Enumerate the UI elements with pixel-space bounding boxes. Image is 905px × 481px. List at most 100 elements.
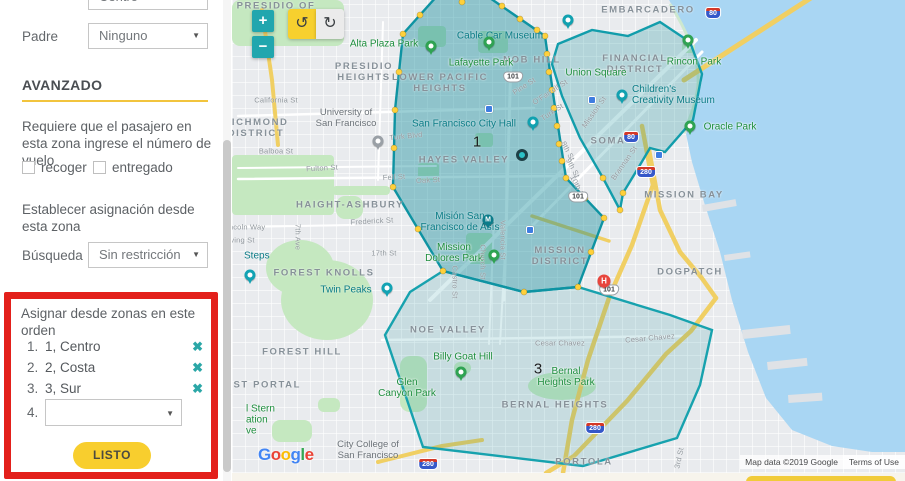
map-label: Billy Goat Hill <box>433 351 493 363</box>
zone-vertex-handle[interactable] <box>587 248 595 256</box>
redo-button[interactable]: ↻ <box>316 9 344 39</box>
zone-order-empty-row: 4. ▼ <box>21 399 211 427</box>
footer-button-partial[interactable] <box>746 476 896 481</box>
zone-vertex-handle[interactable] <box>619 189 627 197</box>
map-label: Children's Creativity Museum <box>632 84 715 106</box>
zone-vertex-handle[interactable] <box>600 214 608 222</box>
page-footer <box>232 473 905 481</box>
zone-vertex-handle[interactable] <box>562 174 570 182</box>
zone-vertex-handle[interactable] <box>416 11 424 19</box>
map-label: NOE VALLEY <box>410 324 486 336</box>
map-label: NOB HILL <box>503 54 561 66</box>
map-label: Alta Plaza Park <box>349 38 419 50</box>
teal-pin-icon <box>562 14 574 26</box>
zone-polygon-costa[interactable] <box>550 20 704 214</box>
undo-button[interactable]: ↺ <box>288 9 316 39</box>
padre-select[interactable]: Ninguno ▼ <box>88 23 208 49</box>
zones-layer[interactable] <box>232 0 905 473</box>
zone-vertex-handle[interactable] <box>395 68 403 76</box>
zone-vertex-handle[interactable] <box>574 283 582 291</box>
map-label: City College of San Francisco <box>337 439 399 461</box>
zone-vertex-handle[interactable] <box>548 86 556 94</box>
zone-vertex-handle[interactable] <box>391 106 399 114</box>
map-label: Church St <box>478 244 488 280</box>
zone-vertex-handle[interactable] <box>541 32 549 40</box>
busqueda-select[interactable]: Sin restricción ▼ <box>88 242 208 268</box>
listo-button[interactable]: LISTO <box>73 442 151 469</box>
map-label: Turk St <box>538 101 566 123</box>
transit-pin-icon <box>485 105 493 113</box>
camera-pin-icon <box>381 282 393 294</box>
zoom-in-button[interactable]: + <box>252 10 274 32</box>
map-label: O'Farrell St <box>530 77 570 107</box>
map-label: FINANCIAL DISTRICT <box>602 53 668 75</box>
map-label: Bernal Heights Park <box>537 366 595 388</box>
add-zone-select[interactable]: ▼ <box>45 399 182 426</box>
map-label: 9th St <box>564 156 582 180</box>
zone-vertex-handle[interactable] <box>389 183 397 191</box>
zone-vertex-handle[interactable] <box>553 122 561 130</box>
zone-vertex-handle[interactable] <box>439 267 447 275</box>
highway-shield: 280 <box>636 166 656 178</box>
zone-vertex-handle[interactable] <box>516 15 524 23</box>
map-label: 3rd St <box>672 446 686 470</box>
zone-vertex-handle[interactable] <box>545 68 553 76</box>
zone-vertex-handle[interactable] <box>550 104 558 112</box>
chevron-down-icon: ▼ <box>192 250 200 259</box>
map-label: PORTOLA <box>555 456 613 468</box>
checkbox-entregado-label: entregado <box>112 160 173 175</box>
green-pin-icon <box>684 120 696 132</box>
map-label: BERNAL HEIGHTS <box>501 399 609 411</box>
map-label: MISSION DISTRICT <box>531 245 589 267</box>
zone-vertex-handle[interactable] <box>558 157 566 165</box>
checkbox-icon[interactable] <box>22 161 35 174</box>
map-label: l Stern ation ve <box>246 403 275 437</box>
zoom-out-button[interactable]: − <box>252 36 274 58</box>
map-attribution: Map data ©2019 Google Terms of Use <box>740 455 905 469</box>
map-label: Cesar Chavez <box>535 338 585 348</box>
nombre-input[interactable]: Centro <box>88 0 208 10</box>
checkbox-icon[interactable] <box>93 161 106 174</box>
chevron-down-icon: ▼ <box>192 31 200 40</box>
map-label: Cesar Chavez <box>624 331 676 345</box>
zone-center-pin-icon[interactable] <box>516 149 528 161</box>
gray-pin-icon <box>372 135 384 147</box>
checkbox-recoger[interactable]: recoger <box>22 160 87 175</box>
zone-vertex-handle[interactable] <box>555 140 563 148</box>
zone-vertex-handle[interactable] <box>399 30 407 38</box>
assign-from-zone-text: Establecer asignación desde esta zona <box>22 202 195 234</box>
terms-of-use-link[interactable]: Terms of Use <box>842 455 905 469</box>
map-label: Mission Dolores Park <box>425 242 483 264</box>
map-canvas[interactable]: PRESIDIO OF EMBARCADERO NOB HILL FINANCIAL … <box>232 0 905 473</box>
row-zone-name: 1, Centro <box>45 339 101 354</box>
row-number: 1. <box>27 339 39 354</box>
map-label: Turk Blvd <box>389 129 423 143</box>
google-logo[interactable]: Google <box>258 445 314 464</box>
sidebar-scrollbar-thumb[interactable] <box>223 140 231 472</box>
teal-pin-icon <box>616 89 628 101</box>
highway-shield: 101 <box>503 71 523 83</box>
map-label: University of San Francisco <box>315 107 377 129</box>
remove-zone-button[interactable]: ✖ <box>192 381 203 396</box>
sidebar: Nombre Centro Padre Ninguno ▼ AVANZADO R… <box>0 0 232 481</box>
map-label: Irving St <box>232 235 255 245</box>
checkbox-entregado[interactable]: entregado <box>93 160 173 175</box>
zone-vertex-handle[interactable] <box>520 288 528 296</box>
padre-select-value: Ninguno <box>99 28 148 43</box>
zone-vertex-handle[interactable] <box>458 0 466 6</box>
transit-pin-icon <box>588 96 596 104</box>
zone-vertex-handle[interactable] <box>616 206 624 214</box>
zone-order-row: 2. 2, Costa ✖ <box>21 360 211 380</box>
zone-vertex-handle[interactable] <box>390 144 398 152</box>
map-label: Castro St <box>450 265 460 299</box>
map-label: Union Square <box>565 67 627 79</box>
zone-vertex-handle[interactable] <box>414 225 422 233</box>
zone-order-row: 1. 1, Centro ✖ <box>21 339 211 359</box>
zone-vertex-handle[interactable] <box>498 2 506 10</box>
zone-vertex-handle[interactable] <box>533 26 541 34</box>
remove-zone-button[interactable]: ✖ <box>192 339 203 354</box>
remove-zone-button[interactable]: ✖ <box>192 360 203 375</box>
zone-vertex-handle[interactable] <box>599 174 607 182</box>
zone-vertex-handle[interactable] <box>543 50 551 58</box>
map-label: PRESIDIO HEIGHTS <box>334 61 394 83</box>
